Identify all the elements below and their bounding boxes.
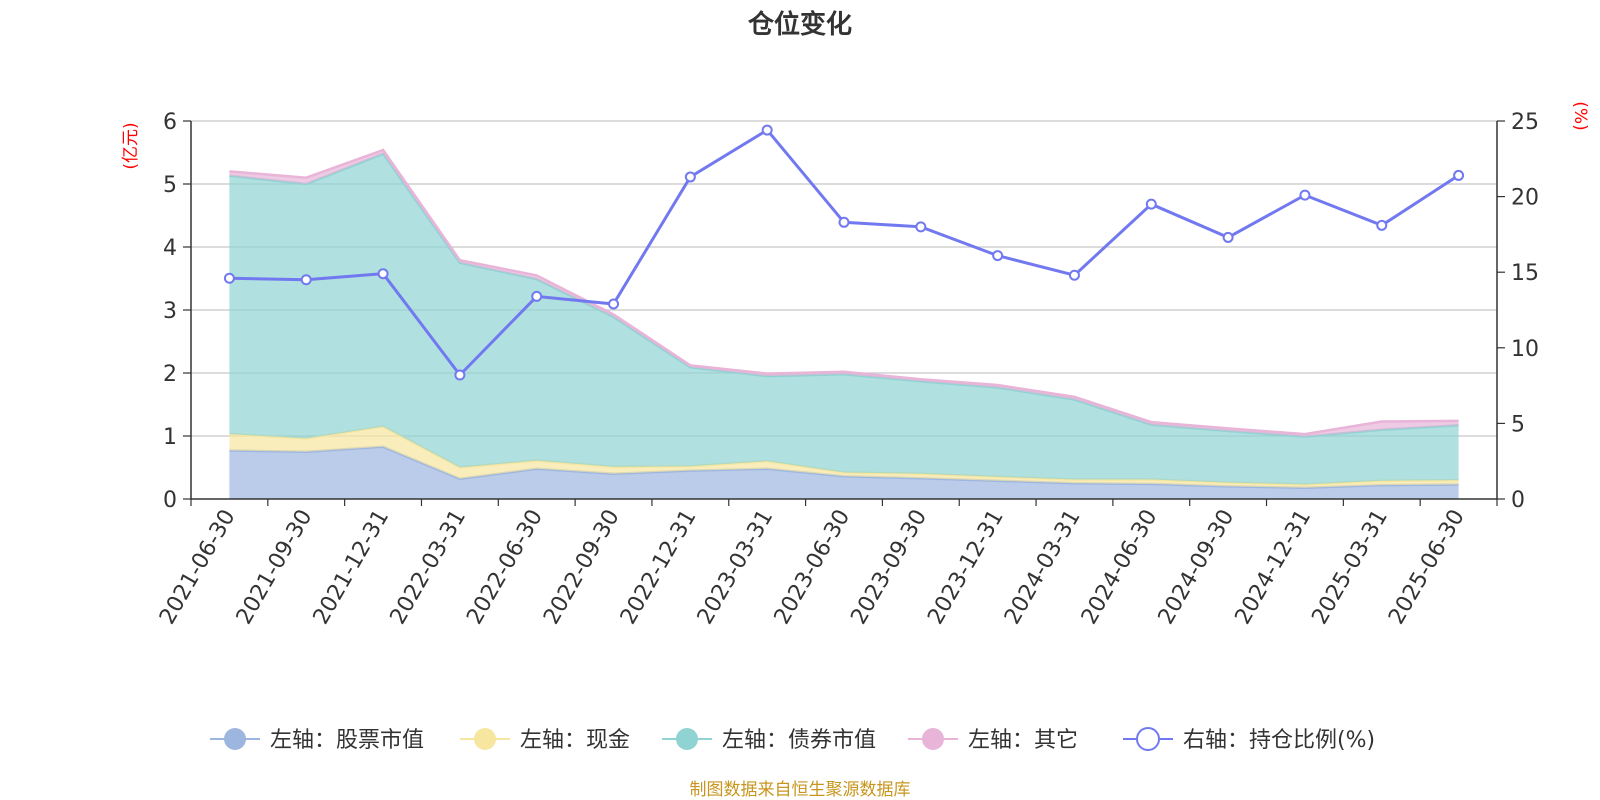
left-tick-label: 3 <box>163 299 177 324</box>
ratio-point <box>1376 219 1388 231</box>
legend-marker <box>676 728 698 750</box>
ratio-line-series <box>223 124 1465 381</box>
ratio-point <box>838 216 850 228</box>
x-tick-label: 2023-06-30 <box>770 506 856 629</box>
right-tick-label: 10 <box>1511 337 1539 362</box>
right-axis-unit: (%) <box>1570 101 1590 130</box>
right-tick-label: 25 <box>1511 110 1539 135</box>
legend-label: 左轴：债券市值 <box>722 728 876 753</box>
ratio-point <box>1453 169 1465 181</box>
area-series-0 <box>229 446 1459 499</box>
ratio-point <box>1299 189 1311 201</box>
left-tick-label: 5 <box>163 173 177 198</box>
x-tick-label: 2022-06-30 <box>462 506 548 629</box>
x-tick-label: 2023-03-31 <box>693 506 779 629</box>
legend-item-2[interactable]: 左轴：债券市值 <box>662 728 876 753</box>
left-tick-label: 6 <box>163 110 177 135</box>
x-tick-label: 2025-03-31 <box>1307 506 1393 629</box>
legend-marker <box>224 728 246 750</box>
legend-label: 左轴：其它 <box>968 728 1078 753</box>
area-series-1 <box>229 426 1459 488</box>
legend-item-3[interactable]: 左轴：其它 <box>908 728 1078 753</box>
legend[interactable]: 左轴：股票市值 左轴：现金 左轴：债券市值 左轴：其它 右轴：持仓比例(%) <box>210 727 1375 753</box>
left-tick-label: 0 <box>163 488 177 513</box>
x-tick-label: 2023-12-31 <box>923 505 1009 628</box>
x-tick-label: 2023-09-30 <box>846 505 932 628</box>
x-tick-label: 2024-03-31 <box>1000 506 1086 629</box>
right-tick-label: 0 <box>1511 488 1525 513</box>
area-edge-3 <box>229 148 1459 436</box>
left-tick-label: 2 <box>163 362 177 387</box>
ratio-point <box>761 124 773 136</box>
legend-item-0[interactable]: 左轴：股票市值 <box>210 728 424 753</box>
legend-label: 左轴：股票市值 <box>270 728 424 753</box>
left-axis-unit: (亿元) <box>121 122 141 169</box>
ratio-point <box>223 272 235 284</box>
ratio-point <box>684 171 696 183</box>
x-tick-label: 2022-03-31 <box>385 505 471 628</box>
ratio-point <box>915 221 927 233</box>
x-tick-label: 2024-12-31 <box>1231 506 1317 629</box>
legend-label: 右轴：持仓比例(%) <box>1183 728 1375 753</box>
legend-marker <box>474 728 496 750</box>
ratio-point <box>531 290 543 302</box>
legend-marker <box>922 728 944 750</box>
x-tick-label: 2024-06-30 <box>1077 506 1163 629</box>
legend-item-1[interactable]: 左轴：现金 <box>460 728 630 753</box>
x-tick-label: 2024-09-30 <box>1154 506 1240 629</box>
x-tick-label: 2021-09-30 <box>232 506 318 629</box>
stacked-areas <box>229 148 1459 499</box>
ratio-point <box>992 250 1004 262</box>
ratio-point <box>608 298 620 310</box>
ratio-point <box>300 274 312 286</box>
x-tick-label: 2022-12-31 <box>616 506 702 629</box>
ratio-point <box>1222 231 1234 243</box>
x-tick-label: 2022-09-30 <box>539 506 625 629</box>
x-tick-label: 2021-12-31 <box>309 506 395 629</box>
left-tick-label: 4 <box>163 236 177 261</box>
right-tick-label: 20 <box>1511 186 1539 211</box>
legend-item-4[interactable]: 右轴：持仓比例(%) <box>1123 727 1375 753</box>
left-tick-label: 1 <box>163 425 177 450</box>
legend-marker <box>1136 727 1160 751</box>
ratio-point <box>1145 198 1157 210</box>
area-series-2 <box>229 153 1459 485</box>
ratio-point <box>454 369 466 381</box>
chart-title: 仓位变化 <box>747 9 852 40</box>
data-source-footer: 制图数据来自恒生聚源数据库 <box>690 780 911 800</box>
right-tick-label: 15 <box>1511 261 1539 286</box>
x-tick-label: 2021-06-30 <box>155 506 241 629</box>
ratio-point <box>377 268 389 280</box>
legend-label: 左轴：现金 <box>520 728 630 753</box>
right-tick-label: 5 <box>1511 412 1525 437</box>
ratio-point <box>1068 269 1080 281</box>
x-tick-label: 2025-06-30 <box>1384 506 1470 629</box>
